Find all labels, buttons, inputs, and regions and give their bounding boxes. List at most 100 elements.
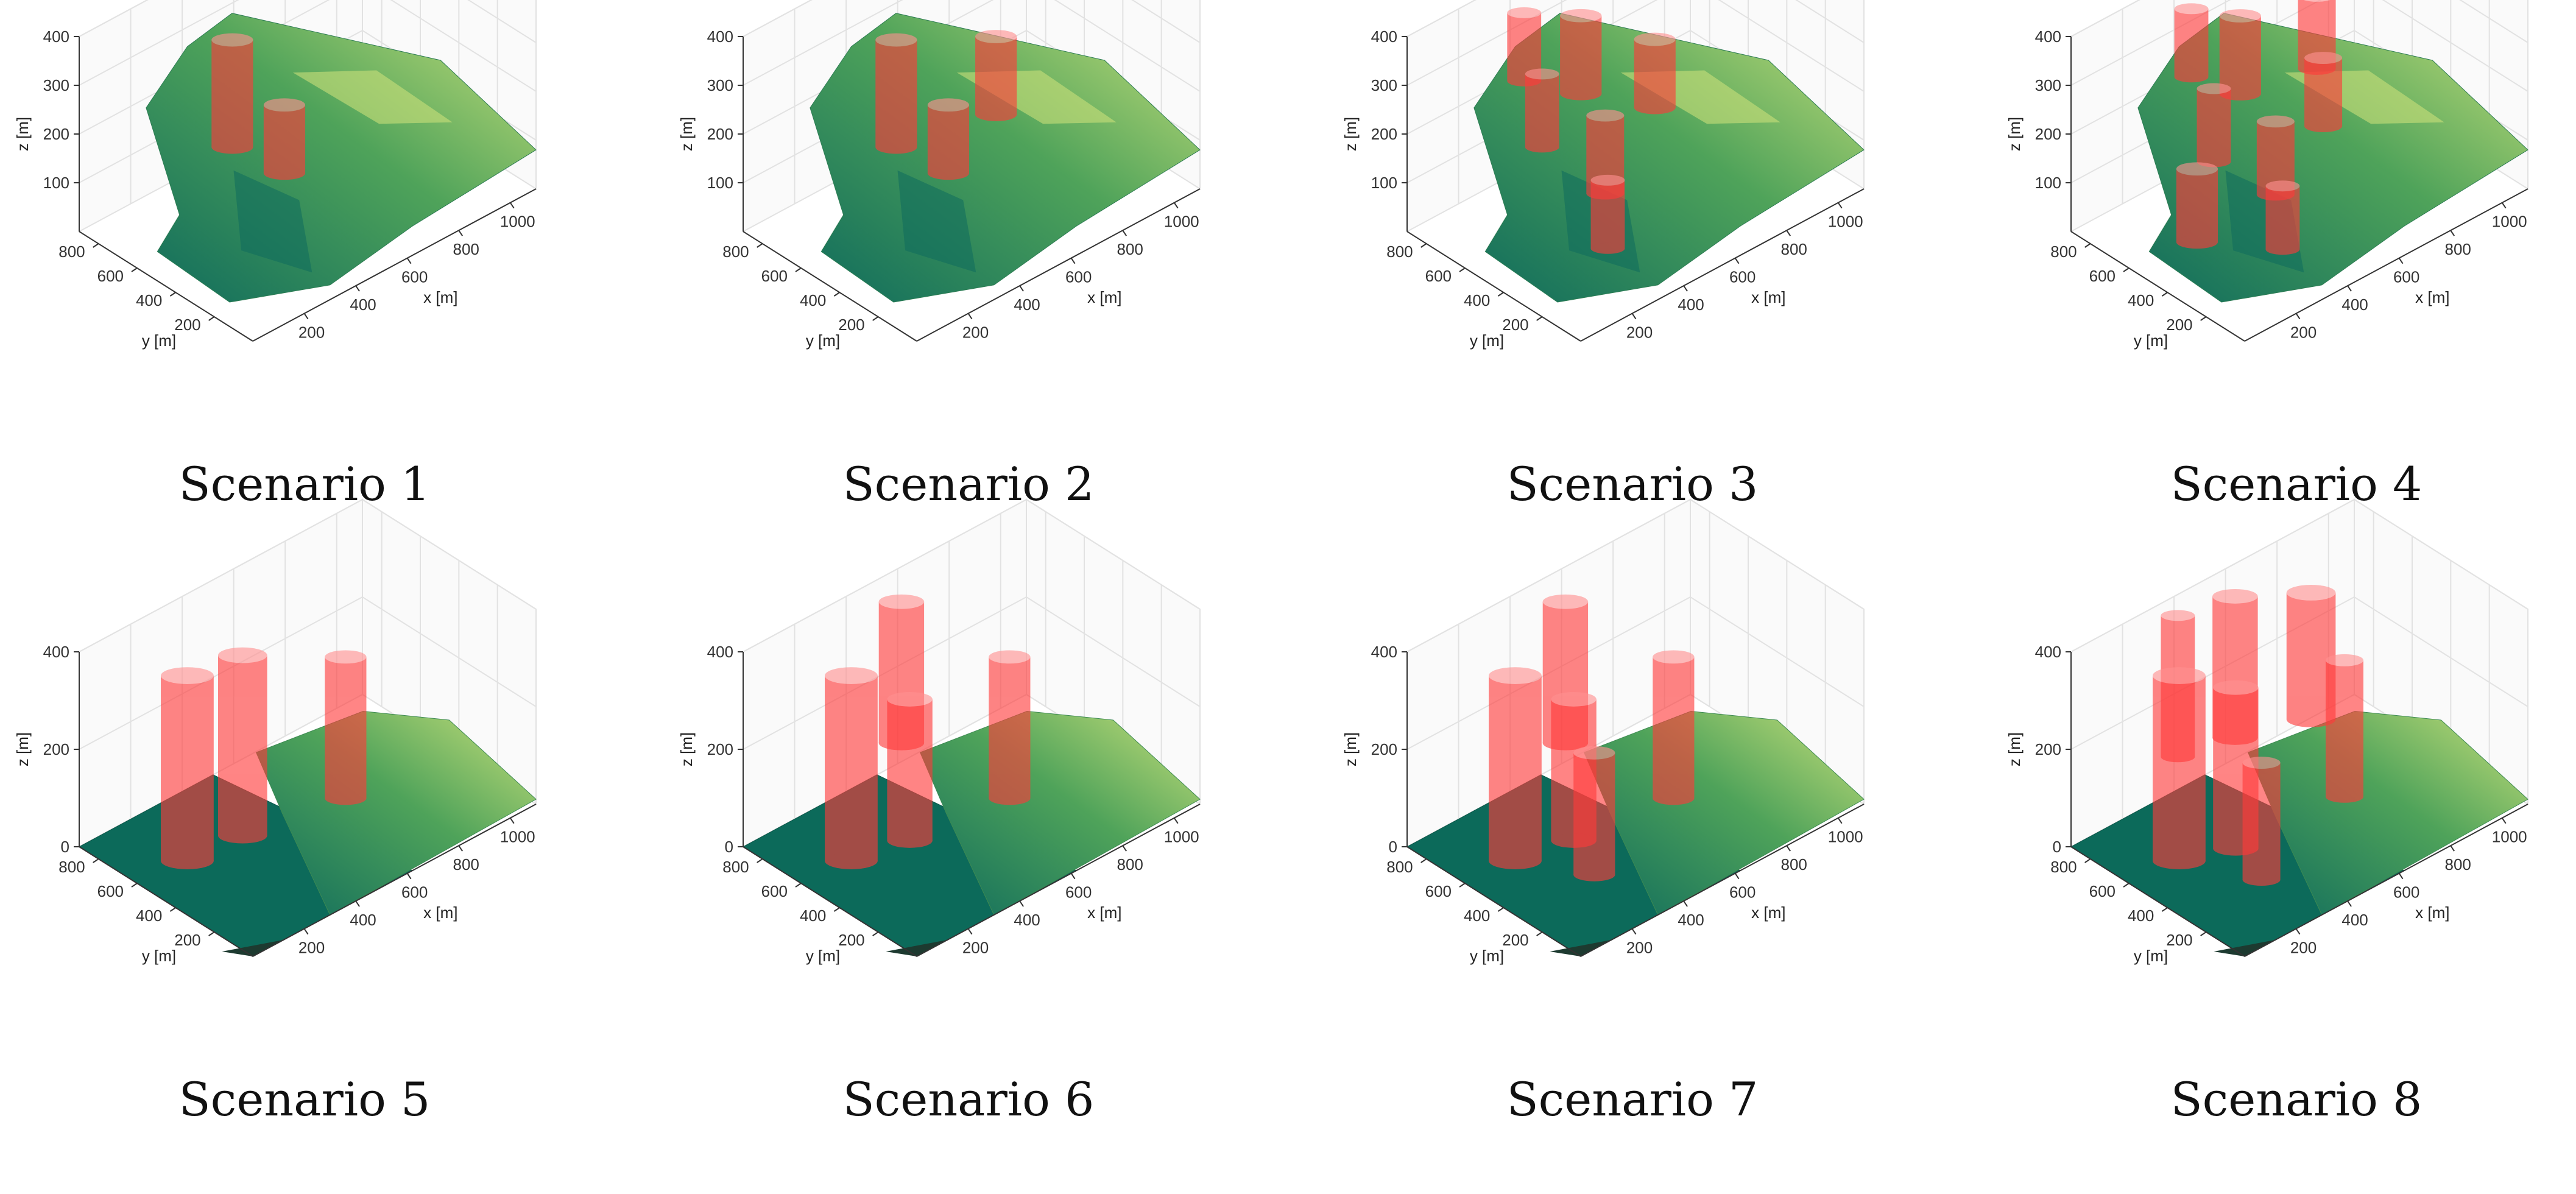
cylinders xyxy=(1507,7,1676,254)
y-tick xyxy=(1420,243,1427,248)
x-tick xyxy=(1070,258,1076,264)
y-tick xyxy=(757,858,763,863)
cylinder-bottom-cap xyxy=(2304,120,2343,133)
x-tick xyxy=(2501,818,2507,824)
cylinder-bottom-cap xyxy=(875,140,917,154)
y-tick xyxy=(757,243,763,248)
cylinder-obstacle xyxy=(2174,3,2209,83)
cylinder-obstacle xyxy=(1573,746,1615,881)
y-axis-label: y [m] xyxy=(1470,331,1504,350)
z-tick-label: 300 xyxy=(43,76,69,94)
cylinder-top-cap xyxy=(1586,109,1625,122)
y-tick-label: 200 xyxy=(2166,316,2192,334)
z-tick-label: 200 xyxy=(1371,740,1397,758)
x-tick-label: 1000 xyxy=(1828,828,1863,846)
x-tick-label: 200 xyxy=(1626,939,1653,957)
scenario-caption: Scenario 8 xyxy=(2170,1072,2422,1126)
cylinder-obstacle xyxy=(2304,52,2343,133)
z-tick-label: 0 xyxy=(725,838,733,856)
cylinder-body xyxy=(1653,657,1695,799)
axes: 200 400 600 800 1000 200 400 600 800 100 200 300 400… xyxy=(13,27,537,350)
x-tick xyxy=(509,202,515,209)
cylinder-top-cap xyxy=(1590,174,1625,186)
y-tick-label: 600 xyxy=(761,882,788,900)
x-tick xyxy=(406,873,412,880)
cylinder-obstacle xyxy=(2219,9,2261,101)
cylinder-top-cap xyxy=(2303,0,2331,2)
y-tick-label: 200 xyxy=(838,931,864,949)
cylinder-top-cap xyxy=(2286,585,2336,601)
x-tick-label: 400 xyxy=(1014,295,1040,314)
cylinder-obstacle xyxy=(2176,162,2218,249)
scenario-caption: Scenario 3 xyxy=(1506,457,1759,511)
cylinder-bottom-cap xyxy=(1560,87,1602,101)
x-axis-line xyxy=(916,188,1201,342)
cylinder-body xyxy=(2325,660,2363,797)
y-axis-label: y [m] xyxy=(1470,947,1504,965)
x-axis-line xyxy=(1580,804,1865,957)
x-tick xyxy=(2347,900,2352,907)
x-tick-label: 400 xyxy=(350,295,376,314)
x-tick-label: 200 xyxy=(298,323,325,342)
x-tick-label: 200 xyxy=(2290,323,2317,342)
cylinder-top-cap xyxy=(989,650,1031,664)
cylinder-body xyxy=(1573,752,1615,875)
y-tick-label: 800 xyxy=(2050,242,2077,261)
cylinders xyxy=(875,30,1017,180)
y-tick-label: 600 xyxy=(761,267,788,285)
y-tick xyxy=(1459,883,1466,888)
cylinder-bottom-cap xyxy=(1573,867,1615,881)
x-tick xyxy=(1173,202,1179,209)
x-tick xyxy=(2295,313,2301,320)
z-tick-label: 0 xyxy=(2053,838,2061,856)
terrain-valley-shade xyxy=(233,170,312,273)
cylinder-body xyxy=(2153,676,2206,861)
cylinders xyxy=(161,647,367,869)
x-tick-label: 200 xyxy=(962,939,989,957)
scenario-panel-2: 200 400 600 800 1000 200 400 600 800 100 200 300 400… xyxy=(664,0,1328,579)
x-tick-label: 800 xyxy=(453,240,479,258)
surface-plot: 200 400 600 800 1000 200 400 600 800 100 200 300 400… xyxy=(13,0,537,350)
cylinder-top-cap xyxy=(2304,52,2343,65)
y-tick xyxy=(1536,931,1543,936)
x-axis-label: x [m] xyxy=(2415,288,2449,306)
cylinder-obstacle xyxy=(161,667,214,869)
y-tick xyxy=(2084,858,2091,863)
z-axis-label: z [m] xyxy=(677,732,696,766)
scenario-caption: Scenario 7 xyxy=(1506,1072,1759,1126)
cylinder-top-cap xyxy=(2174,3,2209,15)
x-tick-label: 600 xyxy=(2393,268,2419,286)
y-axis-label: y [m] xyxy=(2134,331,2168,350)
z-gridline xyxy=(1406,0,1865,86)
x-axis-label: x [m] xyxy=(1751,288,1785,306)
y-tick xyxy=(2200,931,2207,936)
cylinders xyxy=(825,594,1031,869)
x-tick-label: 600 xyxy=(401,268,428,286)
cylinder-obstacle xyxy=(1653,650,1695,805)
z-tick-label: 200 xyxy=(1371,125,1397,143)
y-tick-label: 400 xyxy=(1464,291,1490,309)
surface-plot: 200 400 600 800 1000 200 400 600 800 100 200 300 400… xyxy=(677,0,1201,350)
x-tick xyxy=(1173,818,1179,824)
z-tick-label: 300 xyxy=(707,76,733,94)
cylinder-top-cap xyxy=(1560,9,1602,23)
x-axis-label: x [m] xyxy=(423,288,457,306)
y-axis-line xyxy=(79,231,253,342)
surface-plot: 200 400 600 800 1000 200 400 600 800 0 200 400 x [m]… xyxy=(2005,498,2528,965)
y-tick xyxy=(2123,267,2130,272)
z-tick-label: 400 xyxy=(2035,27,2061,46)
cylinder-bottom-cap xyxy=(1590,242,1625,254)
x-tick-label: 1000 xyxy=(2492,828,2527,846)
y-tick xyxy=(131,267,138,272)
y-axis-label: y [m] xyxy=(142,331,176,350)
cylinder-body xyxy=(211,40,253,147)
cylinder-bottom-cap xyxy=(1634,101,1676,115)
cylinder-bottom-cap xyxy=(2265,244,2300,255)
x-tick-label: 800 xyxy=(2444,855,2471,874)
y-tick-label: 800 xyxy=(722,858,749,876)
cylinder-body xyxy=(887,699,933,841)
x-axis-line xyxy=(252,804,537,957)
y-tick xyxy=(2200,316,2207,321)
x-tick xyxy=(1837,818,1843,824)
cylinder-top-cap xyxy=(878,594,925,609)
